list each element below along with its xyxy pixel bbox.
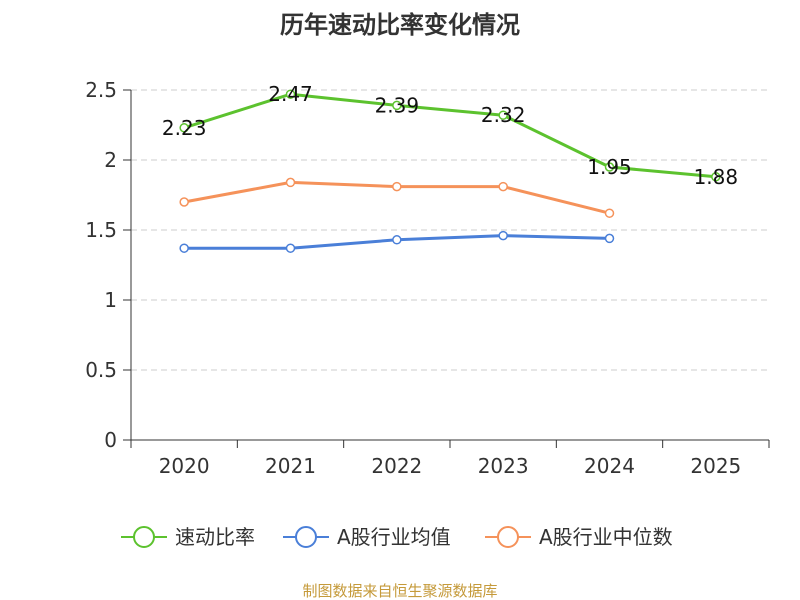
legend-marker (295, 526, 317, 548)
x-tick-label: 2020 (159, 454, 210, 478)
grid-lines (131, 89, 769, 371)
data-point (392, 235, 402, 245)
legend-item-2[interactable]: A股行业中位数 (485, 525, 673, 549)
data-label: 1.88 (694, 165, 739, 189)
source-note: 制图数据来自恒生聚源数据库 (302, 582, 497, 600)
data-point (179, 243, 189, 253)
y-tick-label: 1 (104, 288, 117, 312)
data-point (604, 233, 615, 244)
data-label: 2.39 (375, 93, 420, 117)
data-label: 2.47 (268, 82, 313, 106)
legend-label: 速动比率 (175, 525, 255, 549)
x-tick-label: 2023 (478, 454, 529, 478)
y-tick-label: 2.5 (85, 78, 117, 102)
data-label: 1.95 (587, 155, 632, 179)
x-tick-label: 2021 (265, 454, 316, 478)
data-label: 2.32 (481, 103, 526, 127)
series-0 (179, 89, 721, 182)
legend: 速动比率 A股行业均值 A股行业中位数 (121, 525, 673, 549)
x-tick-label: 2024 (584, 454, 635, 478)
data-point (498, 181, 508, 192)
data-label: 2.23 (162, 116, 207, 140)
legend-item-0[interactable]: 速动比率 (121, 525, 255, 549)
x-tick-label: 2022 (371, 454, 422, 478)
data-point (179, 123, 189, 133)
legend-label: A股行业中位数 (539, 525, 673, 549)
data-point (392, 181, 402, 192)
data-point (604, 208, 615, 218)
y-tick-label: 0.5 (85, 358, 117, 382)
data-point (604, 162, 615, 172)
series-1 (179, 230, 615, 253)
y-tick-label: 2 (104, 148, 117, 172)
data-point (711, 172, 721, 182)
legend-item-1[interactable]: A股行业均值 (283, 525, 451, 549)
data-labels: 2.23 2.47 2.39 2.32 1.95 1.88 (162, 82, 738, 189)
data-point (498, 230, 508, 241)
y-tick-label: 1.5 (85, 218, 117, 242)
data-point (179, 197, 189, 207)
series-layer (179, 89, 721, 253)
data-point (285, 243, 296, 253)
series-2 (179, 177, 615, 218)
chart-title: 历年速动比率变化情况 (280, 11, 520, 39)
y-tick-label: 0 (104, 428, 117, 452)
data-point (498, 110, 508, 120)
legend-marker (133, 526, 155, 548)
data-point (285, 89, 296, 99)
x-tick-label: 2025 (690, 454, 741, 478)
axes: 0 0.5 1 1.5 2 2.5 2020 2021 2022 2023 2024 2025 (85, 78, 770, 478)
data-point (392, 100, 402, 111)
legend-marker (497, 526, 519, 548)
legend-label: A股行业均值 (337, 525, 451, 549)
series-line (182, 92, 718, 179)
data-point (285, 177, 296, 188)
